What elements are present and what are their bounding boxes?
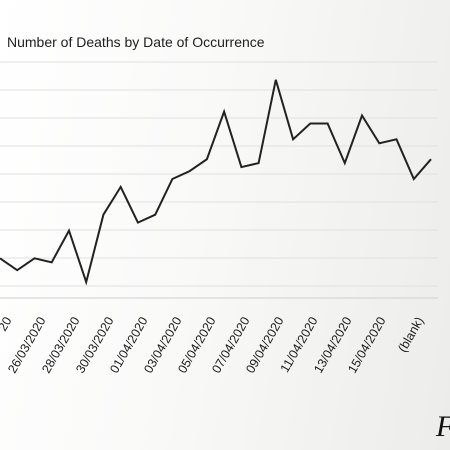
x-tick-label: (blank) (395, 315, 426, 355)
x-tick-label: 20 (0, 314, 15, 333)
chart-title: Number of Deaths by Date of Occurrence (7, 34, 265, 50)
series-line (0, 79, 432, 286)
corner-mark: F (435, 410, 450, 443)
x-axis-tick-labels: 2026/03/202028/03/202030/03/202001/04/20… (0, 314, 427, 375)
gridlines (0, 61, 438, 299)
